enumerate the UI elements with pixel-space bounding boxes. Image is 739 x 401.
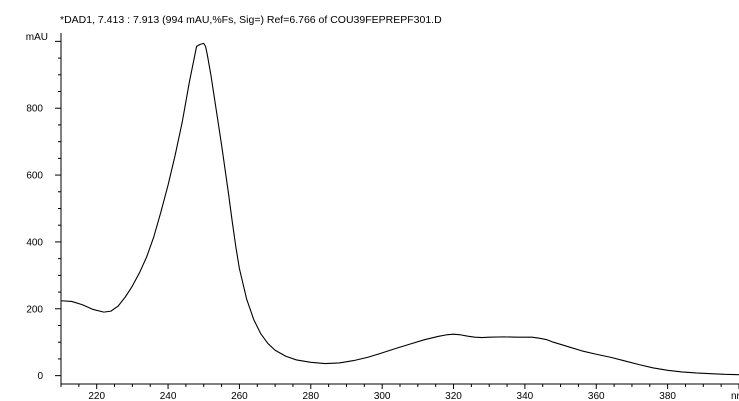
x-tick-label: 260: [231, 391, 248, 401]
y-tick-label: 400: [26, 237, 43, 248]
y-tick-label: 600: [26, 171, 43, 182]
plot-area: [60, 42, 739, 376]
x-tick-label: 240: [160, 391, 177, 401]
x-tick-label: 280: [302, 391, 319, 401]
y-tick-label: 0: [37, 371, 43, 382]
y-axis-label: mAU: [26, 32, 48, 43]
x-axis-label: nm: [731, 391, 739, 401]
spectrum-line: [60, 42, 739, 376]
x-tick-label: 320: [445, 391, 462, 401]
y-tick-label: 200: [26, 304, 43, 315]
x-tick-label: 220: [88, 391, 105, 401]
x-tick-label: 380: [659, 391, 676, 401]
y-tick-label: 800: [26, 104, 43, 115]
x-tick-label: 340: [517, 391, 534, 401]
chart-title: *DAD1, 7.413 : 7.913 (994 mAU,%Fs, Sig=)…: [60, 14, 442, 26]
y-axis-ticks: 0 200 400 600 800: [26, 40, 61, 382]
x-tick-label: 300: [374, 391, 391, 401]
x-tick-label: 360: [588, 391, 605, 401]
x-axis-ticks: 220 240 260 280 300 320 340 360 380: [60, 384, 739, 401]
